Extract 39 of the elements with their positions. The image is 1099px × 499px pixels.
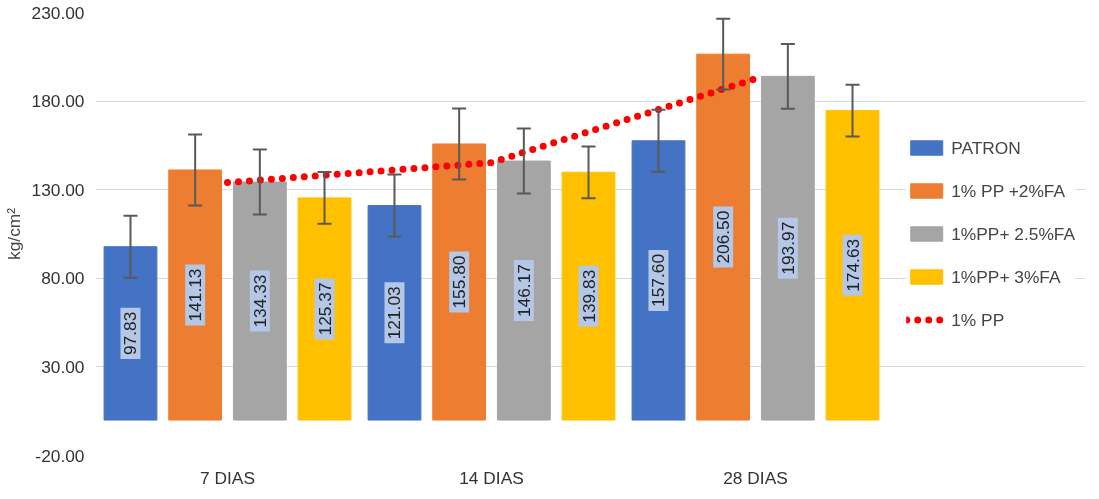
data-label: 125.37 — [314, 282, 335, 336]
x-tick-label: 28 DIAS — [723, 467, 788, 488]
bar — [367, 205, 422, 421]
legend-label: PATRON — [951, 137, 1021, 158]
legend-label: 1%PP+ 2.5%FA — [951, 223, 1075, 244]
bar — [631, 140, 686, 421]
x-tick-label: 7 DIAS — [200, 467, 255, 488]
bar — [297, 197, 352, 421]
data-label: 141.13 — [185, 268, 206, 322]
y-tick-label: 180.00 — [31, 91, 85, 112]
data-label: 121.03 — [384, 286, 405, 340]
data-label: 139.83 — [578, 269, 599, 323]
bar — [432, 143, 487, 421]
y-tick-label: -20.00 — [35, 445, 85, 466]
bar — [696, 53, 751, 421]
legend-label: 1% PP — [951, 309, 1005, 330]
bar — [232, 181, 287, 421]
data-label: 155.80 — [449, 255, 470, 309]
data-label: 97.83 — [120, 311, 141, 356]
data-label: 206.50 — [713, 210, 734, 264]
y-tick-label: 80.00 — [41, 268, 85, 289]
y-tick-label: 230.00 — [31, 2, 85, 23]
bar — [760, 75, 815, 421]
legend-label: 1%PP+ 3%FA — [951, 266, 1061, 287]
bar — [825, 110, 880, 421]
bar — [103, 246, 158, 421]
data-label: 193.97 — [777, 221, 798, 275]
bar — [561, 171, 616, 421]
bar — [168, 169, 223, 421]
data-label: 146.17 — [513, 264, 534, 318]
data-label: 157.60 — [648, 253, 669, 307]
legend-label: 1% PP +2%FA — [951, 180, 1066, 201]
x-tick-label: 14 DIAS — [459, 467, 524, 488]
y-tick-label: 30.00 — [41, 356, 85, 377]
y-axis-title: kg/cm² — [3, 207, 24, 260]
bar — [496, 160, 551, 421]
data-label: 174.63 — [842, 238, 863, 292]
data-label: 134.33 — [249, 274, 270, 328]
y-tick-label: 130.00 — [31, 179, 85, 200]
